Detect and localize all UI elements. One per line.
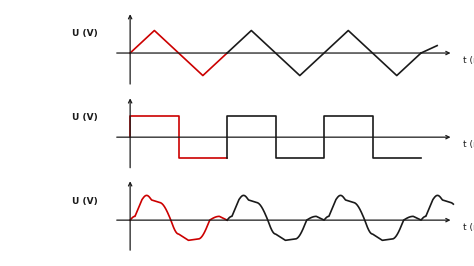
Text: t (ms): t (ms)	[463, 140, 474, 149]
Text: U (V): U (V)	[72, 197, 98, 206]
Text: U (V): U (V)	[72, 29, 98, 38]
Text: t (ms): t (ms)	[463, 223, 474, 232]
Text: t (ms): t (ms)	[463, 56, 474, 65]
Text: U (V): U (V)	[72, 113, 98, 122]
